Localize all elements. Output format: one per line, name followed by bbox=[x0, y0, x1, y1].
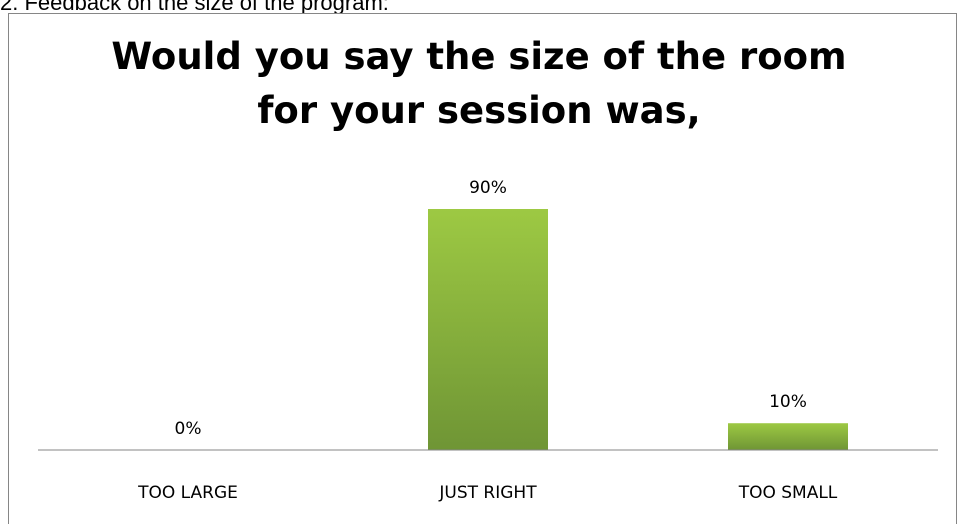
data-label-too-large: 0% bbox=[175, 419, 202, 439]
chart-title-line-1: Would you say the size of the room bbox=[111, 35, 847, 78]
x-tick-label-just-right: JUST RIGHT bbox=[438, 483, 537, 503]
bar-too-small bbox=[728, 423, 848, 450]
caption-text: 2. Feedback on the size of the program: bbox=[0, 0, 389, 15]
chart-title: Would you say the size of the room for yo… bbox=[0, 30, 958, 138]
data-label-just-right: 90% bbox=[469, 178, 507, 198]
data-label-too-small: 10% bbox=[769, 392, 807, 412]
chart-title-line-2: for your session was, bbox=[257, 89, 701, 132]
x-tick-label-too-large: TOO LARGE bbox=[137, 483, 238, 503]
x-tick-label-too-small: TOO SMALL bbox=[738, 483, 838, 503]
bar-just-right bbox=[428, 209, 548, 450]
